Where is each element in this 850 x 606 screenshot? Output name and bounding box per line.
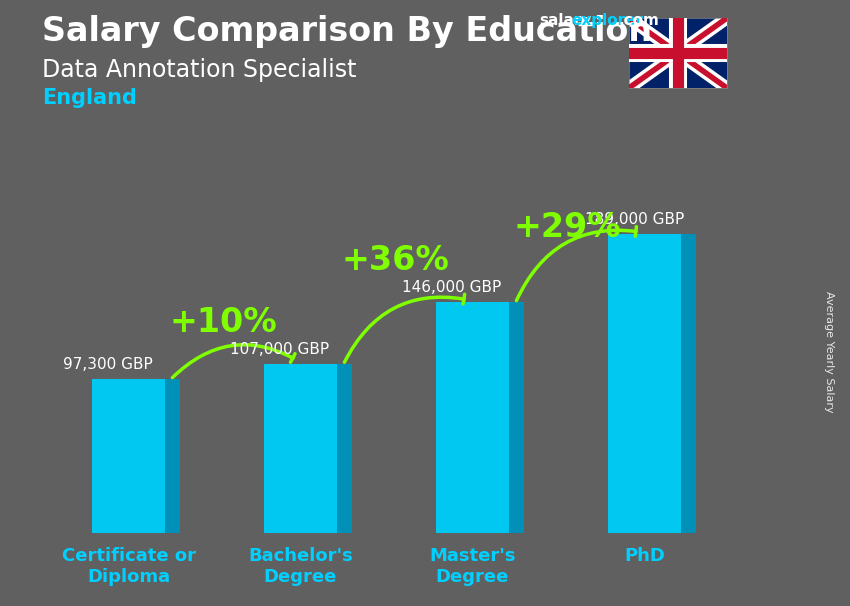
- Text: +10%: +10%: [169, 306, 277, 339]
- Text: +36%: +36%: [341, 244, 449, 277]
- Text: Salary Comparison By Education: Salary Comparison By Education: [42, 15, 653, 48]
- Bar: [264, 364, 337, 533]
- Text: .com: .com: [619, 13, 660, 28]
- Polygon shape: [337, 364, 352, 533]
- Polygon shape: [508, 302, 524, 533]
- Text: England: England: [42, 88, 138, 108]
- Text: +29%: +29%: [513, 211, 621, 244]
- Text: explorer: explorer: [571, 13, 643, 28]
- Bar: [93, 379, 165, 533]
- Text: 146,000 GBP: 146,000 GBP: [402, 280, 501, 295]
- Text: salary: salary: [540, 13, 592, 28]
- Bar: [609, 235, 681, 533]
- Polygon shape: [165, 379, 180, 533]
- Text: 97,300 GBP: 97,300 GBP: [63, 357, 153, 372]
- Text: Data Annotation Specialist: Data Annotation Specialist: [42, 58, 357, 82]
- Text: 107,000 GBP: 107,000 GBP: [230, 342, 330, 357]
- Text: 189,000 GBP: 189,000 GBP: [585, 212, 684, 227]
- Polygon shape: [681, 235, 696, 533]
- Bar: [436, 302, 508, 533]
- Text: Average Yearly Salary: Average Yearly Salary: [824, 291, 834, 412]
